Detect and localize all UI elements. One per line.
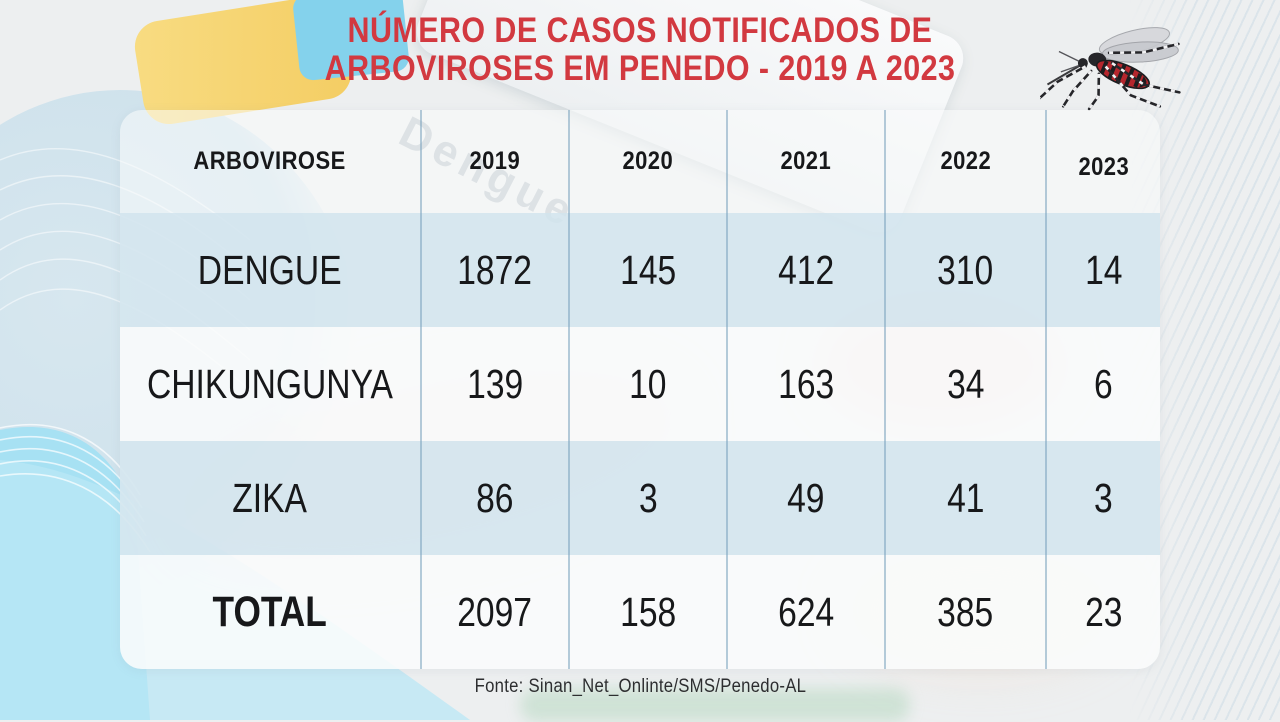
source-footer: Fonte: Sinan_Net_Onlinte/SMS/Penedo-AL xyxy=(0,676,1280,698)
value-cell: 3 xyxy=(570,441,728,555)
value-cell: 3 xyxy=(1094,474,1113,521)
table-row-chikungunya: CHIKUNGUNYA 139 10 163 34 6 xyxy=(120,327,1160,441)
value-cell: 145 xyxy=(570,213,728,327)
row-label-cell: CHIKUNGUNYA xyxy=(120,327,423,441)
value-cell: 86 xyxy=(422,441,570,555)
value-cell: 23 xyxy=(1084,588,1123,635)
header-cell-2020: 2020 xyxy=(570,110,728,213)
value-cell: 139 xyxy=(422,327,570,441)
value-cell: 1872 xyxy=(422,213,570,327)
value-cell: 624 xyxy=(728,555,886,669)
value-cell: 41 xyxy=(886,441,1047,555)
value-cell: 34 xyxy=(886,327,1047,441)
value-cell: 163 xyxy=(728,327,886,441)
title-line-2: ARBOVIROSES EM PENEDO - 2019 A 2023 xyxy=(324,49,956,88)
header-cell-arbovirose: ARBOVIROSE xyxy=(120,110,423,213)
header-cell-2022: 2022 xyxy=(886,110,1047,213)
title-line-1: NÚMERO DE CASOS NOTIFICADOS DE xyxy=(347,11,933,50)
value-cell: 2097 xyxy=(422,555,570,669)
value-cell: 10 xyxy=(570,327,728,441)
source-text: Fonte: Sinan_Net_Onlinte/SMS/Penedo-AL xyxy=(474,676,806,697)
table-row-total: TOTAL 2097 158 624 385 23 xyxy=(120,555,1160,669)
value-cell: 158 xyxy=(570,555,728,669)
value-cell: 412 xyxy=(728,213,886,327)
table-row-dengue: DENGUE 1872 145 412 310 14 xyxy=(120,213,1160,327)
value-cell: 6 xyxy=(1094,360,1113,407)
header-cell-2021: 2021 xyxy=(728,110,886,213)
arbovirus-cases-table: ARBOVIROSE 2019 2020 2021 2022 2023 DENG… xyxy=(120,110,1160,669)
value-cell: 14 xyxy=(1084,246,1123,293)
header-cell-2023: 2023 xyxy=(1078,153,1129,181)
row-label-cell: TOTAL xyxy=(120,555,423,669)
header-cell-2019: 2019 xyxy=(422,110,570,213)
row-label-cell: DENGUE xyxy=(120,213,423,327)
row-label-cell: ZIKA xyxy=(120,441,423,555)
value-cell: 310 xyxy=(886,213,1047,327)
value-cell: 385 xyxy=(886,555,1047,669)
table-row-zika: ZIKA 86 3 49 41 3 xyxy=(120,441,1160,555)
page-title: NÚMERO DE CASOS NOTIFICADOS DE ARBOVIROS… xyxy=(0,12,1280,88)
table-header-row: ARBOVIROSE 2019 2020 2021 2022 2023 xyxy=(120,110,1160,213)
value-cell: 49 xyxy=(728,441,886,555)
